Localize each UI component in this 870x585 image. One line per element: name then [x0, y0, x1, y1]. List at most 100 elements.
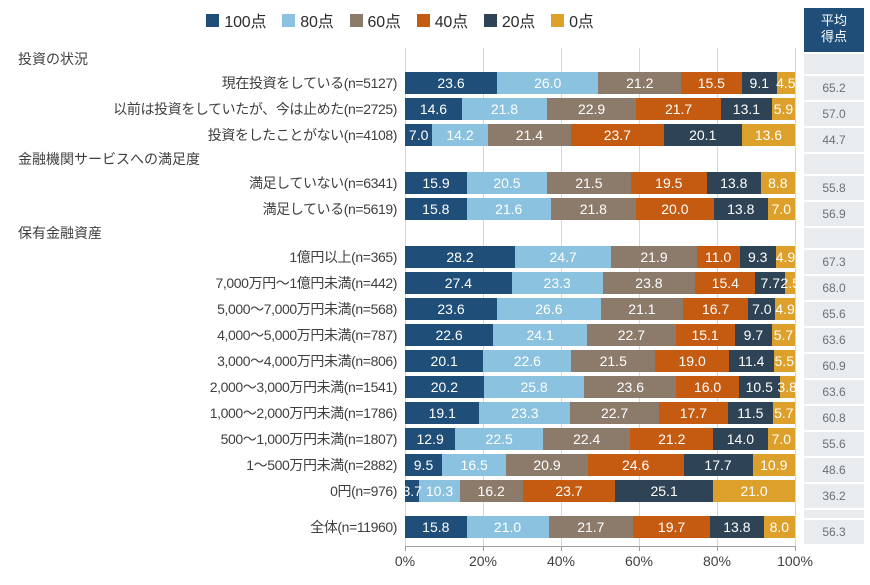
bar-segment[interactable]: 13.8 — [709, 516, 764, 538]
bar-segment[interactable]: 23.7 — [571, 124, 664, 146]
bar-segment[interactable]: 10.9 — [752, 454, 795, 476]
bar-segment[interactable]: 10.5 — [738, 376, 780, 398]
bar-segment[interactable]: 21.0 — [713, 480, 795, 502]
bar-segment[interactable]: 15.9 — [405, 172, 467, 194]
bar-segment[interactable]: 21.7 — [636, 98, 721, 120]
bar-segment[interactable]: 27.4 — [405, 272, 512, 294]
bar-segment[interactable]: 2.5 — [780, 272, 800, 294]
bar-segment[interactable]: 21.5 — [546, 172, 631, 194]
bar-segment[interactable]: 21.4 — [487, 124, 572, 146]
bar-segment[interactable]: 20.0 — [635, 198, 714, 220]
bar-segment[interactable]: 11.4 — [729, 350, 774, 372]
bar-segment[interactable]: 24.1 — [493, 324, 588, 346]
legend-item[interactable]: 60点 — [349, 8, 401, 32]
legend-item[interactable]: 40点 — [416, 8, 468, 32]
bar-segment[interactable]: 4.9 — [776, 246, 795, 268]
bar-segment[interactable]: 21.7 — [548, 516, 634, 538]
bar-segment[interactable]: 13.8 — [706, 172, 761, 194]
bar-segment[interactable]: 21.5 — [571, 350, 656, 372]
bar-segment[interactable]: 8.8 — [760, 172, 795, 194]
bar-segment[interactable]: 21.2 — [630, 428, 714, 450]
bar-segment[interactable]: 26.0 — [497, 72, 599, 94]
bar-segment[interactable]: 21.0 — [466, 516, 549, 538]
bar-segment[interactable]: 17.7 — [683, 454, 753, 476]
bar-segment[interactable]: 12.9 — [405, 428, 456, 450]
chart-row[interactable]: 現在投資をしている(n=5127) 23.6 26.0 21.2 15.5 9.1 4.5 — [0, 70, 800, 96]
bar-segment[interactable]: 23.7 — [522, 480, 616, 502]
bar-segment[interactable]: 19.7 — [633, 516, 710, 538]
bar-segment[interactable]: 19.0 — [655, 350, 730, 372]
bar-segment[interactable]: 9.5 — [405, 454, 443, 476]
bar-segment[interactable]: 21.8 — [550, 198, 636, 220]
bar-segment[interactable]: 13.1 — [720, 98, 772, 120]
bar-segment[interactable]: 23.6 — [584, 376, 677, 398]
bar-segment[interactable]: 14.0 — [713, 428, 768, 450]
bar-segment[interactable]: 16.5 — [442, 454, 507, 476]
chart-row[interactable]: 以前は投資をしていたが、今は止めた(n=2725) 14.6 21.8 22.9 21.… — [0, 96, 800, 122]
bar-segment[interactable]: 7.0 — [767, 428, 795, 450]
bar-segment[interactable]: 24.6 — [587, 454, 684, 476]
chart-row[interactable]: 1～500万円未満(n=2882) 9.5 16.5 20.9 24.6 17.7 10.9 — [0, 452, 800, 478]
bar-segment[interactable]: 16.7 — [683, 298, 749, 320]
chart-row[interactable]: 全体(n=11960) 15.8 21.0 21.7 19.7 13.8 8.0 — [0, 514, 800, 540]
bar-segment[interactable]: 28.2 — [405, 246, 515, 268]
bar-segment[interactable]: 20.2 — [405, 376, 484, 398]
bar-segment[interactable]: 14.6 — [405, 98, 462, 120]
bar-segment[interactable]: 5.5 — [773, 350, 795, 372]
legend-item[interactable]: 20点 — [483, 8, 535, 32]
bar-segment[interactable]: 21.2 — [598, 72, 682, 94]
chart-row[interactable]: 4,000～5,000万円未満(n=787) 22.6 24.1 22.7 15.1 9.… — [0, 322, 800, 348]
bar-segment[interactable]: 13.6 — [741, 124, 795, 146]
bar-segment[interactable]: 21.6 — [466, 198, 551, 220]
bar-segment[interactable]: 7.0 — [748, 298, 776, 320]
chart-row[interactable]: 満足している(n=5619) 15.8 21.6 21.8 20.0 13.8 7.0 — [0, 196, 800, 222]
bar-segment[interactable]: 16.0 — [676, 376, 739, 398]
bar-segment[interactable]: 22.4 — [543, 428, 631, 450]
bar-segment[interactable]: 25.1 — [615, 480, 714, 502]
chart-row[interactable]: 0円(n=976) 3.7 10.3 16.2 23.7 25.1 21.0 — [0, 478, 800, 504]
bar-segment[interactable]: 20.5 — [467, 172, 547, 194]
bar-segment[interactable]: 15.8 — [405, 516, 467, 538]
bar-segment[interactable]: 9.3 — [739, 246, 776, 268]
bar-segment[interactable]: 11.5 — [727, 402, 773, 424]
bar-segment[interactable]: 14.2 — [432, 124, 488, 146]
bar-segment[interactable]: 8.0 — [763, 516, 795, 538]
bar-segment[interactable]: 25.8 — [483, 376, 585, 398]
bar-segment[interactable]: 11.0 — [696, 246, 740, 268]
bar-segment[interactable]: 22.5 — [455, 428, 544, 450]
legend-item[interactable]: 100点 — [206, 8, 266, 32]
bar-segment[interactable]: 20.9 — [506, 454, 588, 476]
chart-row[interactable]: 投資をしたことがない(n=4108) 7.0 14.2 21.4 23.7 20.1 13.… — [0, 122, 800, 148]
bar-segment[interactable]: 3.7 — [402, 480, 422, 502]
legend-item[interactable]: 0点 — [551, 8, 594, 32]
bar-segment[interactable]: 15.1 — [675, 324, 735, 346]
chart-row[interactable]: 3,000～4,000万円未満(n=806) 20.1 22.6 21.5 19.0 11… — [0, 348, 800, 374]
bar-segment[interactable]: 4.5 — [776, 72, 796, 94]
bar-segment[interactable]: 7.7 — [755, 272, 786, 294]
bar-segment[interactable]: 22.7 — [587, 324, 676, 346]
bar-segment[interactable]: 23.3 — [479, 402, 571, 424]
chart-row[interactable]: 5,000～7,000万円未満(n=568) 23.6 26.6 21.1 16.7 7.… — [0, 296, 800, 322]
bar-segment[interactable]: 21.9 — [611, 246, 697, 268]
bar-segment[interactable]: 5.9 — [771, 98, 795, 120]
bar-segment[interactable]: 4.9 — [775, 298, 795, 320]
bar-segment[interactable]: 13.8 — [713, 198, 768, 220]
chart-row[interactable]: 500～1,000万円未満(n=1807) 12.9 22.5 22.4 21.2 14.… — [0, 426, 800, 452]
bar-segment[interactable]: 23.8 — [602, 272, 696, 294]
bar-segment[interactable]: 24.7 — [514, 246, 612, 268]
bar-segment[interactable]: 15.5 — [681, 72, 742, 94]
bar-segment[interactable]: 7.0 — [405, 124, 433, 146]
chart-row[interactable]: 1億円以上(n=365) 28.2 24.7 21.9 11.0 9.3 4.9 — [0, 244, 800, 270]
bar-segment[interactable]: 7.0 — [767, 198, 795, 220]
bar-segment[interactable]: 16.2 — [459, 480, 523, 502]
chart-row[interactable]: 1,000～2,000万円未満(n=1786) 19.1 23.3 22.7 17.7 1… — [0, 400, 800, 426]
legend-item[interactable]: 80点 — [282, 8, 334, 32]
bar-segment[interactable]: 10.3 — [419, 480, 460, 502]
bar-segment[interactable]: 23.6 — [405, 72, 498, 94]
bar-segment[interactable]: 15.4 — [695, 272, 756, 294]
bar-segment[interactable]: 19.5 — [630, 172, 707, 194]
bar-segment[interactable]: 26.6 — [497, 298, 601, 320]
bar-segment[interactable]: 20.1 — [663, 124, 742, 146]
bar-segment[interactable]: 22.9 — [546, 98, 637, 120]
bar-segment[interactable]: 20.1 — [405, 350, 484, 372]
